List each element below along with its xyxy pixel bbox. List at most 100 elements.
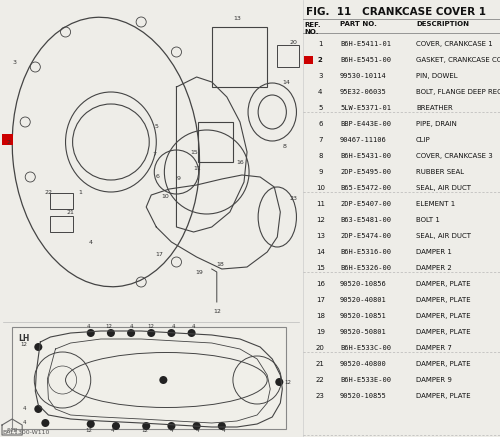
Text: 4: 4 xyxy=(196,429,200,434)
Circle shape xyxy=(218,422,226,430)
Bar xyxy=(304,56,314,64)
Text: 12: 12 xyxy=(148,323,155,329)
Text: GASKET, CRANKCASE COVER 1: GASKET, CRANKCASE COVER 1 xyxy=(416,57,500,63)
Text: DAMPER, PLATE: DAMPER, PLATE xyxy=(416,361,470,367)
Text: 2: 2 xyxy=(6,139,10,145)
Text: CLIP: CLIP xyxy=(416,137,431,143)
Text: 4: 4 xyxy=(172,323,175,329)
Text: 14: 14 xyxy=(316,249,324,255)
Text: 4: 4 xyxy=(318,89,322,95)
Text: 12: 12 xyxy=(284,379,291,385)
Text: 90520-50801: 90520-50801 xyxy=(340,329,387,335)
Text: 4: 4 xyxy=(130,323,133,329)
Text: 90520-40801: 90520-40801 xyxy=(340,297,387,303)
Text: 90520-10855: 90520-10855 xyxy=(340,393,387,399)
Circle shape xyxy=(142,422,150,430)
Text: 5: 5 xyxy=(154,125,158,129)
Text: 5LW-E5371-01: 5LW-E5371-01 xyxy=(340,105,391,111)
Text: 15: 15 xyxy=(190,149,198,155)
Text: 2DP-E5407-00: 2DP-E5407-00 xyxy=(340,201,391,207)
Text: 1: 1 xyxy=(78,190,82,194)
Text: BAL1300-W110: BAL1300-W110 xyxy=(2,430,50,435)
Text: 4: 4 xyxy=(192,323,196,329)
Circle shape xyxy=(86,420,95,428)
Text: DAMPER 2: DAMPER 2 xyxy=(416,265,452,271)
Text: 99530-10114: 99530-10114 xyxy=(340,73,387,79)
Text: COVER, CRANKCASE 3: COVER, CRANKCASE 3 xyxy=(416,153,493,159)
Text: 12: 12 xyxy=(106,323,112,329)
Text: 4: 4 xyxy=(111,429,114,434)
Text: 18: 18 xyxy=(216,263,224,267)
Text: 4: 4 xyxy=(87,323,90,329)
Text: SEAL, AIR DUCT: SEAL, AIR DUCT xyxy=(416,185,471,191)
Text: 22: 22 xyxy=(44,190,52,194)
Bar xyxy=(278,45,299,67)
Circle shape xyxy=(147,329,156,337)
Text: 14: 14 xyxy=(282,80,290,84)
Text: BBP-E443E-00: BBP-E443E-00 xyxy=(340,121,391,127)
Circle shape xyxy=(86,329,95,337)
Text: 5: 5 xyxy=(318,105,322,111)
Bar xyxy=(198,122,233,162)
Text: DAMPER, PLATE: DAMPER, PLATE xyxy=(416,281,470,287)
Text: 12: 12 xyxy=(20,341,28,347)
Text: BOLT 1: BOLT 1 xyxy=(416,217,440,223)
Text: 2DP-E5474-00: 2DP-E5474-00 xyxy=(340,233,391,239)
Text: DAMPER, PLATE: DAMPER, PLATE xyxy=(416,313,470,319)
Text: 1: 1 xyxy=(318,41,322,47)
Text: 8: 8 xyxy=(318,153,322,159)
Text: 4: 4 xyxy=(222,429,226,434)
Text: 12: 12 xyxy=(213,309,220,314)
Text: B6H-E5411-01: B6H-E5411-01 xyxy=(340,41,391,47)
Text: 16: 16 xyxy=(316,281,325,287)
Text: 4: 4 xyxy=(22,406,26,412)
Text: PIPE, DRAIN: PIPE, DRAIN xyxy=(416,121,457,127)
Text: DAMPER, PLATE: DAMPER, PLATE xyxy=(416,297,470,303)
Text: 22: 22 xyxy=(316,377,324,383)
Text: 6: 6 xyxy=(318,121,322,127)
Circle shape xyxy=(112,422,120,430)
Text: 13: 13 xyxy=(233,17,241,21)
Text: 9: 9 xyxy=(318,169,322,175)
Text: 7: 7 xyxy=(318,137,322,143)
Text: LH: LH xyxy=(18,334,30,343)
Text: 90520-10851: 90520-10851 xyxy=(340,313,387,319)
Text: 15: 15 xyxy=(316,265,324,271)
Text: 90467-11106: 90467-11106 xyxy=(340,137,387,143)
Text: 2: 2 xyxy=(318,57,322,63)
Text: 20: 20 xyxy=(316,345,324,351)
Bar xyxy=(2,134,13,145)
Text: 10: 10 xyxy=(316,185,325,191)
Text: DAMPER 9: DAMPER 9 xyxy=(416,377,452,383)
Text: 4: 4 xyxy=(89,239,93,244)
Circle shape xyxy=(127,329,135,337)
Text: 19: 19 xyxy=(196,270,203,274)
Text: 17: 17 xyxy=(316,297,325,303)
Text: 3: 3 xyxy=(12,59,16,65)
Text: 12: 12 xyxy=(316,217,324,223)
Text: DAMPER, PLATE: DAMPER, PLATE xyxy=(416,329,470,335)
Bar xyxy=(50,216,72,232)
Text: 7: 7 xyxy=(152,152,156,156)
Text: 11: 11 xyxy=(194,166,202,171)
Circle shape xyxy=(34,405,42,413)
Text: PIN, DOWEL: PIN, DOWEL xyxy=(416,73,458,79)
Text: COVER, CRANKCASE 1: COVER, CRANKCASE 1 xyxy=(416,41,493,47)
Text: 16: 16 xyxy=(236,160,244,164)
Circle shape xyxy=(168,329,175,337)
Bar xyxy=(212,27,267,87)
Text: 18: 18 xyxy=(316,313,325,319)
Text: ELEMENT 1: ELEMENT 1 xyxy=(416,201,456,207)
Text: 95E32-06035: 95E32-06035 xyxy=(340,89,387,95)
Text: 2DP-E5495-00: 2DP-E5495-00 xyxy=(340,169,391,175)
Text: 3: 3 xyxy=(318,73,322,79)
Text: 17: 17 xyxy=(156,253,164,257)
Text: BOLT, FLANGE DEEP RECESS: BOLT, FLANGE DEEP RECESS xyxy=(416,89,500,95)
Text: FWD: FWD xyxy=(6,427,18,433)
Text: SEAL, AIR DUCT: SEAL, AIR DUCT xyxy=(416,233,471,239)
Circle shape xyxy=(42,419,50,427)
Text: B6H-E5316-00: B6H-E5316-00 xyxy=(340,249,391,255)
Text: 4: 4 xyxy=(170,429,173,434)
Text: B6H-E5451-00: B6H-E5451-00 xyxy=(340,57,391,63)
Text: RUBBER SEAL: RUBBER SEAL xyxy=(416,169,464,175)
